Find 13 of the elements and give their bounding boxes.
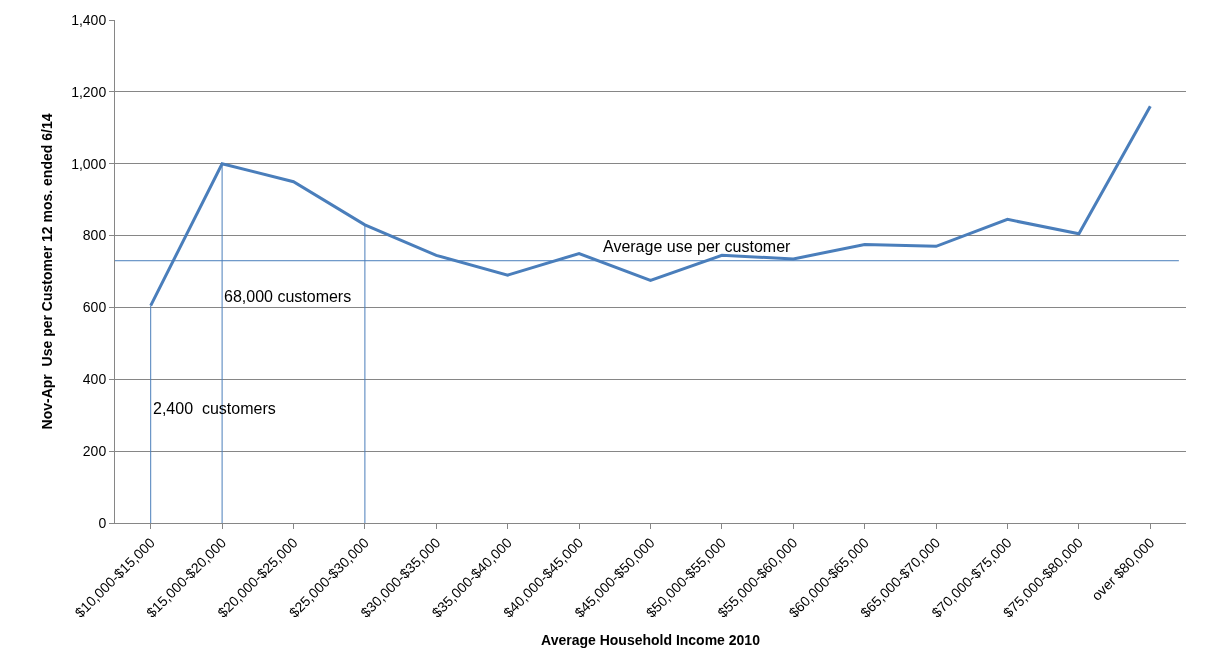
y-tick-label: 600 [82, 299, 107, 316]
y-tick-label: 800 [82, 227, 107, 244]
y-tick-label: 1,400 [71, 11, 107, 28]
y-tick-label: 200 [82, 443, 107, 460]
ref-line-label: Average use per customer [603, 238, 792, 255]
y-axis-title: Nov-Apr Use per Customer 12 mos. ended 6/14 [38, 113, 55, 430]
annotation: 2,400 customers [153, 400, 276, 417]
annotation: 68,000 customers [224, 288, 352, 305]
y-tick-label: 1,200 [71, 83, 107, 100]
x-axis-title: Average Household Income 2010 [541, 632, 761, 649]
y-tick-label: 0 [98, 514, 107, 531]
y-tick-label: 400 [82, 371, 107, 388]
y-tick-label: 1,000 [71, 155, 107, 172]
